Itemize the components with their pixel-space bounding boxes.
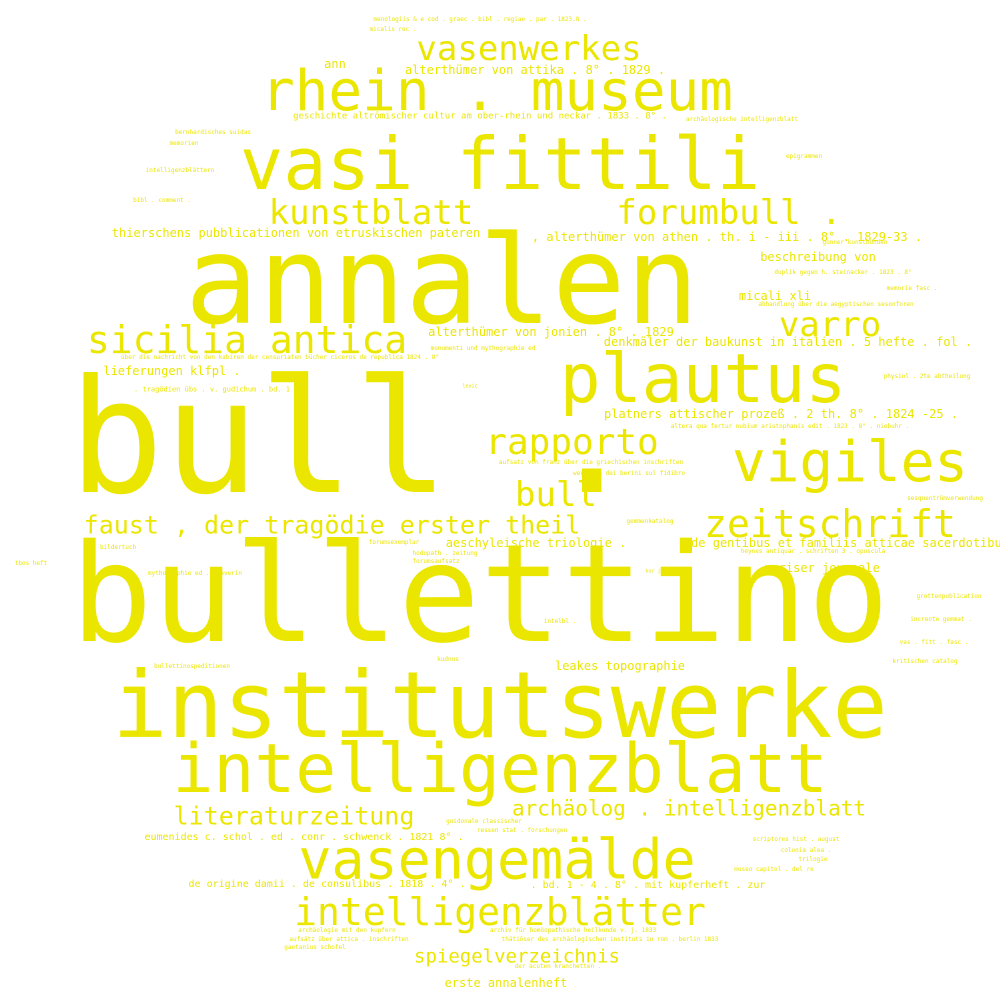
word: gemmenkatalog	[626, 518, 674, 525]
word: archiv für homöopathische heilkunde v. j…	[489, 927, 657, 934]
word: aeschyleische triologie .	[445, 536, 627, 550]
word: kritischen catalog	[892, 658, 958, 665]
word: vasengemälde	[298, 827, 696, 892]
word: faust , der tragödie erster theil	[83, 510, 581, 540]
word: literaturzeitung	[173, 801, 415, 831]
word: bullettino	[70, 516, 890, 674]
word: archäologische intelligenzblatt	[686, 116, 798, 123]
word: tbos heft	[14, 560, 48, 567]
word: bull	[515, 475, 597, 515]
word: werichen dei berini sul fidibro	[573, 470, 685, 477]
word: alterthümer von jonien . 8° . 1829	[428, 325, 674, 339]
word: forumsaufsatz	[412, 558, 460, 565]
word: kunstblatt	[268, 193, 474, 233]
word: leakes topographie	[554, 659, 686, 673]
word: aufsätz über attica . inschriften	[289, 936, 409, 943]
word: mythographie ed . staverin	[148, 570, 242, 577]
word: altera qua fertur nubium aristophanis ed…	[670, 423, 910, 430]
word: bernhardisches suidas	[175, 129, 251, 136]
word: intelligenzblättern	[145, 167, 215, 174]
word: sicilia antica	[86, 318, 408, 362]
word: erste annalenheft	[444, 976, 568, 990]
word: alterthümer von attika . 8° . 1829 .	[404, 63, 666, 77]
word: bullettinospeditionen	[154, 663, 230, 670]
word: pariser journale	[764, 561, 880, 575]
word: micalis rec .	[369, 26, 417, 33]
word: epigrammen	[785, 153, 823, 160]
word: colonia alea .	[780, 847, 832, 854]
word: gonner kunstbunden	[822, 239, 888, 246]
word: beschreibung von	[760, 250, 876, 264]
word: kor journales	[645, 568, 685, 575]
word: . tragödien übs . v. gudichum . bd. 1	[134, 385, 290, 394]
word: hodopath . zeitung	[412, 550, 478, 557]
word: museo capitol . del re	[734, 866, 814, 873]
word: thätiöser des archäologischen instituts …	[501, 936, 719, 943]
word: bibl . comment .	[133, 197, 191, 204]
word: archäolog . intelligenzblatt	[511, 796, 867, 821]
word: menologiis & e cod . graec . bibl . regi…	[373, 16, 587, 23]
word: rapporto	[485, 422, 659, 463]
word: vasenwerkes	[416, 29, 642, 69]
word: memorie fasc .	[886, 285, 938, 292]
word: scriptores hist . august	[752, 836, 840, 843]
word: kudnus	[437, 656, 459, 663]
word: grottenpublication	[916, 593, 982, 600]
word: intelligenzblätter	[294, 890, 706, 934]
word: rhein . museum	[260, 59, 734, 124]
word: lieferungen klfpl .	[103, 364, 241, 378]
word: aufsatz von franz über die griechischen …	[498, 459, 684, 466]
word: abhandlung über die aegyptischen sesonfo…	[758, 301, 914, 308]
word: incrente gemmat .	[910, 616, 972, 623]
word: institutswerke	[112, 652, 888, 759]
word: intelligenzblatt	[172, 730, 828, 809]
word: der acuten kranchetten .	[514, 963, 602, 970]
word: sesquentrümverwendung	[907, 495, 983, 502]
word: forumbull .	[616, 193, 842, 233]
word: varro	[778, 305, 882, 345]
word: platners attischer prozeß . 2 th. 8° . 1…	[603, 407, 959, 421]
word: gaetanius schofel	[284, 944, 346, 951]
word: eumenides c. schol . ed . conr . schwenc…	[144, 832, 464, 843]
word: ann	[324, 57, 346, 71]
word: bildertuch	[99, 544, 137, 551]
word: annalen	[184, 210, 700, 352]
word: de gentibus et familiis atticae sacerdot…	[691, 536, 1000, 550]
word: trilogie	[798, 856, 828, 863]
word: physiol . 2te abtheilung	[883, 373, 971, 380]
word: archäologie mit den kupfern	[298, 927, 396, 934]
word: heynes antiquar . schriften 3 . opuscula	[740, 548, 886, 555]
word: ressen stat . forschungen	[476, 827, 568, 834]
word: , alterthümer von athen . th. i - iii . …	[531, 230, 923, 244]
word: memorien	[169, 140, 199, 147]
word: micali xli	[738, 289, 812, 303]
word: geschichte altrömischer cultur am ober-r…	[293, 111, 667, 122]
word: forumsexemplar	[368, 539, 420, 546]
word: plautus	[559, 340, 847, 419]
word: duplik gegen h. steinacker . 1823 . 8°	[774, 269, 912, 276]
word: über die nachricht von den kabiren der c…	[121, 354, 439, 361]
word: vigiles	[731, 430, 969, 495]
word: thierschens pubblicationen von etruskisc…	[111, 226, 481, 240]
word: spiegelverzeichnis	[414, 945, 620, 968]
word: . bd. 1 - 4 . 8° . mit kupferheft . zur	[530, 880, 766, 891]
word: lexic	[462, 383, 478, 390]
word: vasi fittili	[239, 122, 761, 206]
word: monumenti und mythographie ed	[430, 345, 536, 352]
word: zeitschrift	[704, 502, 956, 546]
word: bull .	[68, 346, 640, 530]
word: de origine damii . de consulibus . 1818 …	[188, 879, 466, 890]
word: denkmäler der baukunst in italien . 5 he…	[603, 335, 973, 349]
word: intelbl .	[543, 618, 577, 625]
word: guidonale classischer	[446, 818, 522, 825]
word: vas . fitt . fasc .	[899, 639, 969, 646]
